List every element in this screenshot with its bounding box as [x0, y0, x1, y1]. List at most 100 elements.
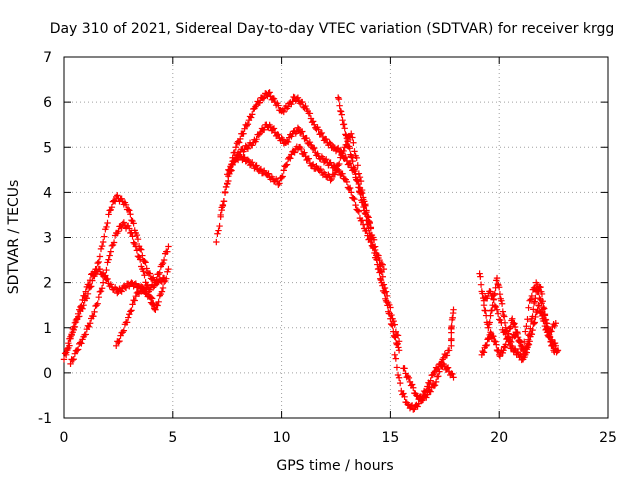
data-point [391, 333, 398, 340]
series-arc-3b [400, 347, 453, 404]
data-point [99, 238, 107, 246]
data-point [96, 265, 104, 273]
data-point [96, 253, 104, 260]
data-point [154, 302, 161, 309]
data-point [104, 275, 111, 283]
data-point [378, 279, 385, 286]
data-point [384, 302, 391, 309]
data-point [141, 258, 148, 265]
series-arc-2c [224, 130, 375, 232]
data-point [128, 307, 135, 314]
data-point [132, 280, 140, 287]
data-point [411, 405, 418, 413]
data-point [498, 297, 505, 304]
x-tick-label: 5 [168, 430, 177, 446]
data-point [538, 290, 546, 298]
data-point [142, 286, 149, 293]
data-point [490, 296, 497, 303]
data-point [98, 285, 106, 292]
data-point [381, 289, 388, 296]
data-point [487, 312, 494, 319]
data-point [529, 326, 536, 334]
data-point [355, 208, 363, 215]
data-point [524, 316, 531, 323]
data-point [370, 244, 377, 251]
data-point [214, 230, 221, 237]
data-point [151, 282, 158, 290]
data-point [327, 177, 334, 184]
data-point [531, 319, 538, 326]
series-arc-3 [391, 351, 457, 413]
data-point [78, 340, 85, 347]
data-point [128, 216, 135, 224]
data-point [96, 288, 104, 295]
data-point [361, 210, 369, 217]
data-point [130, 239, 137, 246]
data-point [155, 298, 162, 306]
data-point [379, 261, 386, 268]
data-point [371, 249, 378, 257]
data-point [283, 138, 291, 145]
data-point [494, 280, 501, 288]
data-point [554, 347, 561, 355]
data-point [104, 259, 111, 266]
data-point [132, 292, 140, 300]
data-point [103, 223, 110, 231]
data-point [278, 134, 285, 142]
data-point [76, 306, 83, 313]
data-point [302, 102, 309, 110]
data-point [405, 374, 413, 382]
data-point [379, 282, 386, 289]
data-point [353, 176, 361, 184]
data-point [131, 281, 138, 288]
data-point [344, 138, 351, 145]
data-point [445, 347, 453, 354]
data-point [448, 335, 455, 343]
data-point [387, 315, 394, 322]
data-point [282, 162, 290, 169]
data-point [361, 207, 368, 214]
data-point [228, 160, 235, 168]
data-point [280, 167, 287, 174]
data-point [485, 334, 492, 342]
data-point [396, 379, 404, 387]
data-point [133, 247, 141, 254]
data-point [90, 313, 97, 320]
data-point [306, 110, 314, 117]
data-point [244, 121, 252, 128]
data-point [354, 162, 361, 169]
data-point [222, 183, 230, 191]
data-point [241, 154, 248, 161]
data-point [535, 288, 542, 296]
data-point [363, 216, 370, 224]
data-point [67, 335, 74, 342]
data-point [352, 201, 359, 209]
data-point [374, 261, 381, 268]
data-point [323, 136, 330, 143]
data-point [346, 184, 354, 192]
data-point [369, 243, 377, 250]
x-tick-label: 25 [599, 430, 617, 446]
data-point [306, 138, 314, 146]
data-point [552, 342, 559, 349]
data-point [308, 162, 316, 169]
data-point [104, 219, 111, 227]
series-arc-1d [113, 283, 159, 349]
data-point [448, 322, 455, 330]
data-point [378, 260, 385, 268]
data-point [534, 281, 541, 289]
data-point [74, 346, 82, 353]
data-point [165, 243, 172, 250]
x-tick-label: 20 [490, 430, 508, 446]
y-tick-label: 5 [43, 140, 52, 156]
data-point [135, 290, 143, 297]
data-point [150, 274, 157, 281]
data-point [94, 259, 101, 267]
data-point [496, 290, 504, 298]
data-point [129, 301, 136, 308]
data-point [523, 323, 530, 330]
data-point [110, 239, 118, 246]
data-point [502, 324, 509, 331]
data-point [392, 334, 399, 341]
data-point [131, 297, 138, 304]
